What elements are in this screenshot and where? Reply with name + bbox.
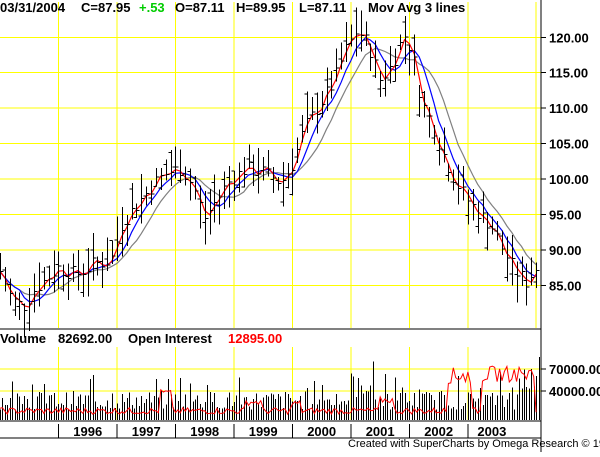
year-tick-label: 2003 (477, 424, 506, 439)
year-tick-label: 1999 (249, 424, 278, 439)
header-high: H=89.95 (236, 0, 286, 15)
year-tick-label: 1998 (190, 424, 219, 439)
header-study: Mov Avg 3 lines (368, 0, 466, 15)
price-tick-label: 115.00 (549, 66, 588, 81)
header-open: O=87.11 (175, 0, 225, 15)
open-interest-label: Open Interest (128, 331, 212, 346)
year-tick-label: 2002 (424, 424, 453, 439)
volume-value: 82692.00 (58, 331, 113, 346)
volume-label: Volume (0, 331, 46, 346)
price-tick-label: 120.00 (549, 30, 589, 45)
header-close: C=87.95 (81, 0, 131, 15)
price-tick-label: 95.00 (549, 208, 582, 223)
header-date: 03/31/2004 (0, 0, 66, 15)
volume-tick-label: 40000.00 (549, 384, 600, 399)
year-tick-label: 2000 (307, 424, 336, 439)
price-tick-label: 105.00 (549, 137, 589, 152)
price-tick-label: 110.00 (549, 101, 588, 116)
price-tick-label: 100.00 (549, 172, 589, 187)
volume-tick-label: 70000.00 (549, 362, 600, 377)
year-tick-label: 1996 (73, 424, 102, 439)
open-interest-line (0, 364, 537, 416)
price-tick-label: 85.00 (549, 278, 582, 293)
price-tick-label: 90.00 (549, 243, 582, 258)
header-change: +.53 (139, 0, 165, 15)
year-tick-label: 2001 (366, 424, 395, 439)
header-low: L=87.11 (299, 0, 347, 15)
credit-text: Created with SuperCharts by Omega Resear… (348, 438, 600, 450)
open-interest-value: 12895.00 (228, 331, 283, 346)
year-tick-label: 1997 (132, 424, 161, 439)
